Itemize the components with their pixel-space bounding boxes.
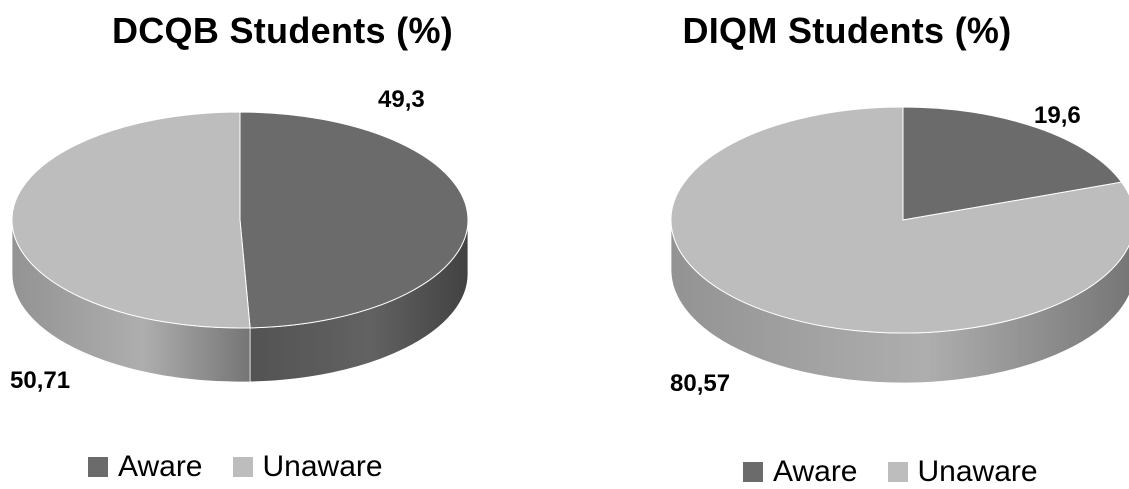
legend-label-unaware: Unaware [917, 455, 1038, 488]
legend-item-aware: Aware [743, 455, 858, 489]
legend-item-unaware: Unaware [887, 455, 1038, 489]
legend-item-unaware: Unaware [232, 450, 383, 484]
slice-unaware [670, 106, 1129, 334]
chart-title: DIQM Students (%) [682, 10, 1012, 51]
legend-swatch-aware [88, 457, 108, 477]
data-label-aware: 19,6 [1034, 102, 1081, 129]
slice-aware [239, 111, 469, 329]
legend-label-aware: Aware [773, 455, 858, 488]
pie-chart [670, 106, 1129, 384]
chart-title: DCQB Students (%) [111, 10, 454, 51]
legend-swatch-unaware [887, 462, 908, 482]
legend: Aware Unaware [743, 455, 1038, 489]
slice-aware [902, 106, 1123, 221]
pie-chart [11, 111, 469, 383]
chart-dcqb: DCQB Students (%) 49,3 50,71 Aware Unawa… [0, 0, 565, 486]
legend-swatch-unaware [232, 457, 253, 477]
chart-diqm: DIQM Students (%) 19,6 80,57 Aware Unawa… [565, 0, 1129, 489]
legend: Aware Unaware [88, 450, 383, 484]
data-label-aware: 49,3 [378, 86, 425, 113]
data-label-unaware: 80,57 [670, 370, 731, 397]
data-label-unaware: 50,71 [10, 367, 71, 394]
legend-swatch-aware [743, 462, 763, 482]
legend-label-aware: Aware [118, 450, 203, 483]
legend-label-unaware: Unaware [262, 450, 383, 483]
slice-unaware [11, 111, 251, 329]
legend-item-aware: Aware [88, 450, 203, 484]
